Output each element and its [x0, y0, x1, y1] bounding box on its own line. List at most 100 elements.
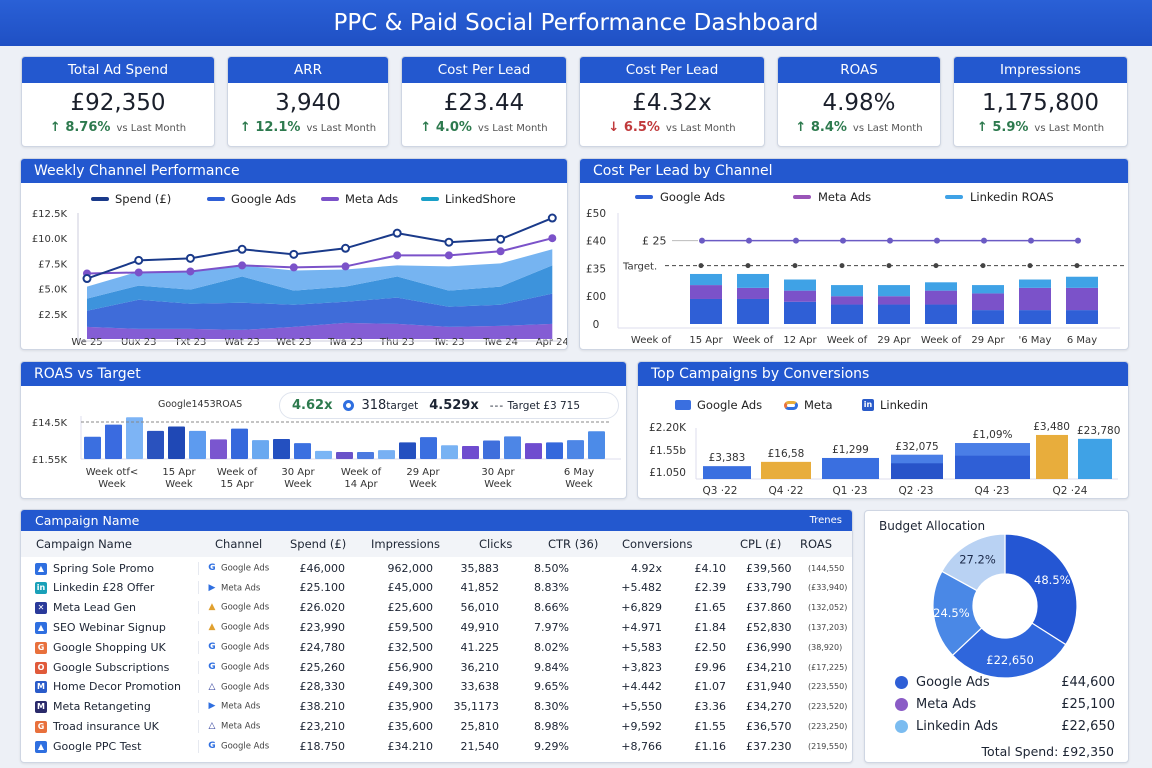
target-point: [980, 263, 986, 269]
total-spend: Total Spend: £92,350: [981, 744, 1114, 759]
legend-label: Meta Ads: [345, 192, 398, 206]
ctr: 8.66%: [534, 601, 569, 615]
bar-segment-google-ads: [1019, 310, 1051, 324]
x-tick-label: Twa 23: [327, 337, 363, 348]
roas-bar: [483, 440, 500, 459]
meta-icon: ✕: [35, 602, 47, 615]
legend-label: Spend (£): [115, 192, 171, 206]
target-word: target: [386, 400, 419, 412]
m-dark-icon: M: [35, 701, 47, 714]
slice-label: 24.5%: [933, 606, 970, 620]
table-row[interactable]: ▲ Google PPC Test G Google Ads £18.750 £34…: [21, 736, 852, 756]
data-label: £3,480: [1033, 421, 1070, 433]
line-point: [496, 234, 506, 244]
column-header[interactable]: Spend (£): [290, 537, 347, 551]
bar-segment-linkedin-roas: [784, 279, 816, 291]
cpl-by-channel-panel: Cost Per Lead by Channel Google Ads Meta …: [579, 158, 1129, 350]
table-row[interactable]: G Troad insurance UK △ Meta Ads £23,210 £3…: [21, 716, 852, 736]
kpi-value: £4.32x: [632, 90, 712, 116]
table-row[interactable]: ✕ Meta Lead Gen ▲ Google Ads £26.020 £25,6…: [21, 598, 852, 618]
bar-segment-linkedin-roas: [878, 285, 910, 297]
roas-bar: [231, 428, 248, 459]
roas-bar: [504, 436, 521, 459]
roas-bar: [315, 450, 332, 459]
line-meta-ads: [86, 237, 553, 275]
x-tick-label: Week: [284, 479, 312, 490]
roas-bar: [399, 442, 416, 459]
bar-segment-meta-ads: [831, 296, 863, 305]
cpl: £1.55: [694, 719, 727, 733]
channel-google-icon: G: [208, 661, 216, 672]
campaign-bar: [1078, 438, 1112, 479]
x-tick-label: Week of: [341, 467, 382, 478]
legend-value: £22,650: [1061, 719, 1115, 734]
kpi-label: Cost Per Lead: [580, 57, 764, 83]
campaign-name[interactable]: Google Subscriptions: [53, 660, 170, 674]
legend-meta: Meta: [784, 398, 833, 412]
conversions: +4.442: [621, 680, 662, 694]
slice-label: 48.5%: [1034, 573, 1071, 587]
legend-swatch: [321, 197, 339, 201]
table-row[interactable]: O Google Subscriptions G Google Ads £25,26…: [21, 657, 852, 677]
roas-bar: [378, 450, 395, 459]
roas-secondary: (£33,940): [808, 583, 848, 593]
column-header[interactable]: Impressions: [371, 537, 440, 551]
donut-slice: [951, 622, 1067, 679]
roas-secondary: (132,052): [808, 603, 848, 613]
campaign-name[interactable]: Meta Retangeting: [53, 700, 151, 714]
kpi-compare: vs Last Month: [116, 123, 187, 134]
column-header[interactable]: Conversions: [622, 537, 693, 551]
table-row[interactable]: ▲ SEO Webinar Signup ▲ Google Ads £23,990 …: [21, 617, 852, 637]
roas-bar: [525, 443, 542, 459]
kpi-delta: 8.76%: [65, 120, 111, 135]
campaign-name[interactable]: Linkedin £28 Offer: [53, 581, 155, 595]
x-tick-label: Week: [165, 479, 193, 490]
legend-name: Linkedin Ads: [916, 719, 999, 734]
campaign-bar: [761, 461, 811, 479]
legend-swatch: [793, 195, 811, 199]
campaign-name[interactable]: Google PPC Test: [53, 739, 142, 753]
conversions: +5.482: [621, 581, 662, 595]
line-point: [134, 268, 143, 277]
table-row[interactable]: G Google Shopping UK G Google Ads £24,780 …: [21, 637, 852, 657]
target-point: [792, 263, 798, 269]
campaign-name[interactable]: Google Shopping UK: [53, 640, 166, 654]
x-tick-label: 29 Apr: [406, 467, 440, 478]
column-header[interactable]: ROAS: [800, 537, 833, 551]
x-tick-label: '6 May: [1019, 335, 1052, 346]
bar-segment-meta-ads: [972, 293, 1004, 311]
campaign-name[interactable]: Home Decor Promotion: [53, 680, 181, 694]
table-row[interactable]: in Linkedin £28 Offer ▶ Meta Ads £25.100 £…: [21, 578, 852, 598]
column-header[interactable]: Clicks: [479, 537, 513, 551]
clicks: 56,010: [460, 601, 500, 615]
bar-segment-linkedin-roas: [737, 273, 769, 288]
y-tick-label: £2.20K: [649, 422, 687, 434]
channel-meta-icon: ▶: [208, 582, 216, 593]
meta-logo-icon: [784, 400, 798, 410]
table-row[interactable]: M Home Decor Promotion △ Google Ads £28,33…: [21, 677, 852, 697]
campaign-name[interactable]: Meta Lead Gen: [53, 601, 136, 615]
clicks: 41,852: [460, 581, 500, 595]
x-tick-label: Week of: [921, 335, 962, 346]
kpi-value: 4.98%: [822, 90, 896, 116]
column-header[interactable]: CPL (£): [740, 537, 782, 551]
trends-link[interactable]: Trenes: [809, 515, 842, 526]
legend-swatch: [421, 197, 439, 201]
column-header[interactable]: CTR (36): [548, 537, 599, 551]
roas-bar: [294, 443, 311, 459]
table-row[interactable]: M Meta Retangeting ▶ Meta Ads £38.210 £35,…: [21, 697, 852, 717]
cpl-line-point: [1075, 237, 1081, 244]
column-header[interactable]: Channel: [215, 537, 263, 551]
channel-meta-icon: ▶: [208, 701, 216, 712]
campaign-name[interactable]: Spring Sole Promo: [53, 561, 154, 575]
kpi-card: Impressions 1,175,800 ↑ 5.9% vs Last Mont…: [953, 56, 1128, 147]
campaign-name[interactable]: SEO Webinar Signup: [53, 620, 166, 634]
kpi-label: ARR: [228, 57, 388, 83]
budget-allocation-panel: Budget Allocation 48.5% £22,650 24.5% 27.2%…: [864, 510, 1129, 763]
line-point: [237, 244, 247, 254]
legend-value: £25,100: [1061, 697, 1115, 712]
column-header[interactable]: Campaign Name: [36, 537, 132, 551]
campaign-name[interactable]: Troad insurance UK: [53, 719, 159, 733]
table-row[interactable]: ▲ Spring Sole Promo G Google Ads £46,000 9…: [21, 558, 852, 578]
line-point: [392, 228, 402, 238]
